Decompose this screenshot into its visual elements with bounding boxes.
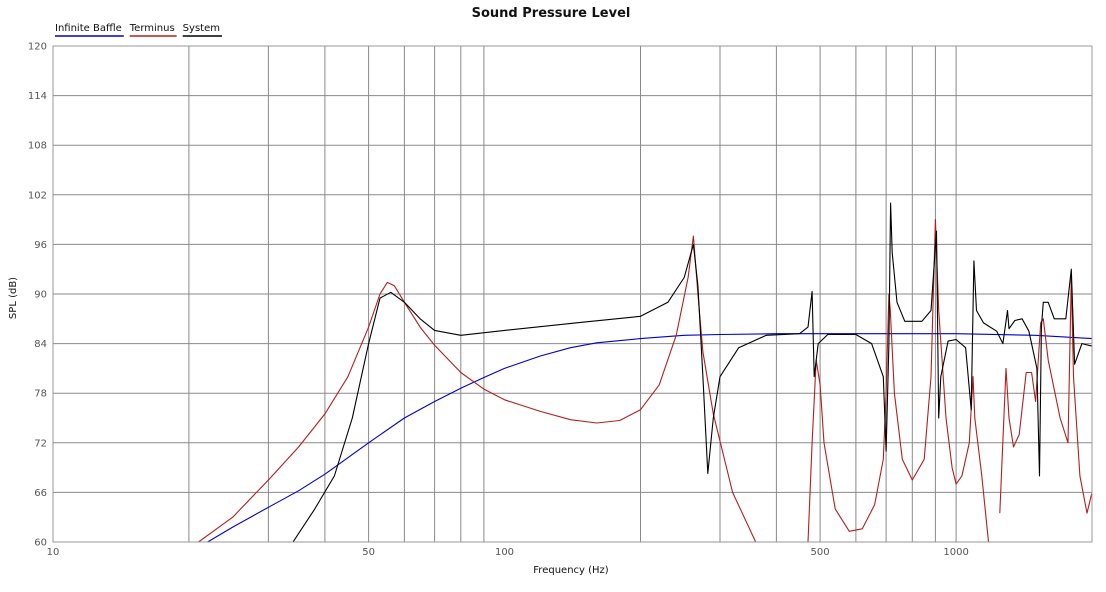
series-line-system xyxy=(292,202,1092,542)
y-tick-label: 72 xyxy=(34,438,47,449)
x-tick-label: 500 xyxy=(811,547,830,558)
legend-item-infinite-baffle[interactable]: Infinite Baffle xyxy=(55,23,124,37)
legend-label: System xyxy=(183,23,220,34)
x-tick-label: 10 xyxy=(47,547,60,558)
y-tick-label: 78 xyxy=(34,389,47,400)
y-tick-label: 96 xyxy=(34,240,47,251)
legend-item-system[interactable]: System xyxy=(182,23,222,37)
y-tick-label: 66 xyxy=(34,488,47,499)
y-tick-label: 60 xyxy=(34,538,47,549)
tick-labels: 60 66 72 78 84 90 96 102 108 114 120 10 50 100 500 1000 xyxy=(28,42,969,559)
y-tick-label: 120 xyxy=(28,42,47,53)
y-tick-label: 102 xyxy=(28,190,47,201)
y-tick-label: 114 xyxy=(28,91,47,102)
series-line-infinite-baffle xyxy=(207,333,1092,542)
y-tick-label: 84 xyxy=(34,339,47,350)
x-axis-label: Frequency (Hz) xyxy=(533,565,609,576)
x-tick-label: 50 xyxy=(362,547,375,558)
x-tick-label: 100 xyxy=(495,547,514,558)
legend-label: Terminus xyxy=(129,23,175,34)
y-axis-label: SPL (dB) xyxy=(8,277,19,319)
series-layer xyxy=(198,202,1092,542)
y-tick-label: 108 xyxy=(28,141,47,152)
legend-label: Infinite Baffle xyxy=(55,23,122,34)
legend[interactable]: Infinite Baffle Terminus System xyxy=(55,23,222,37)
y-tick-label: 90 xyxy=(34,290,47,301)
plot-border xyxy=(52,45,1093,543)
legend-item-terminus[interactable]: Terminus xyxy=(129,23,177,37)
x-tick-label: 1000 xyxy=(943,547,968,558)
plot-frame xyxy=(52,45,1093,543)
chart-title: Sound Pressure Level xyxy=(472,6,631,21)
